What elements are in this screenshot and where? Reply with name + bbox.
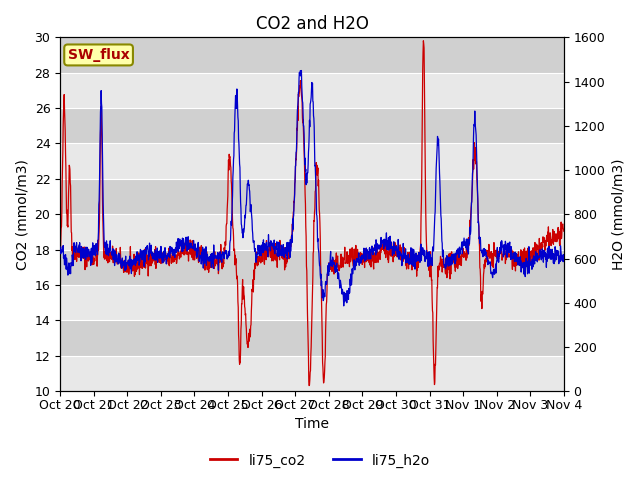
Bar [60, 285, 564, 321]
Y-axis label: H2O (mmol/m3): H2O (mmol/m3) [611, 158, 625, 270]
Bar [60, 250, 564, 285]
X-axis label: Time: Time [295, 418, 329, 432]
Title: CO2 and H2O: CO2 and H2O [255, 15, 369, 33]
Bar [60, 356, 564, 391]
Bar [60, 108, 564, 144]
Legend: li75_co2, li75_h2o: li75_co2, li75_h2o [204, 448, 436, 473]
Bar [60, 179, 564, 214]
Y-axis label: CO2 (mmol/m3): CO2 (mmol/m3) [15, 159, 29, 270]
Bar [60, 144, 564, 179]
Bar [60, 321, 564, 356]
Bar [60, 214, 564, 250]
Bar [60, 37, 564, 73]
Text: SW_flux: SW_flux [68, 48, 129, 62]
Bar [60, 73, 564, 108]
